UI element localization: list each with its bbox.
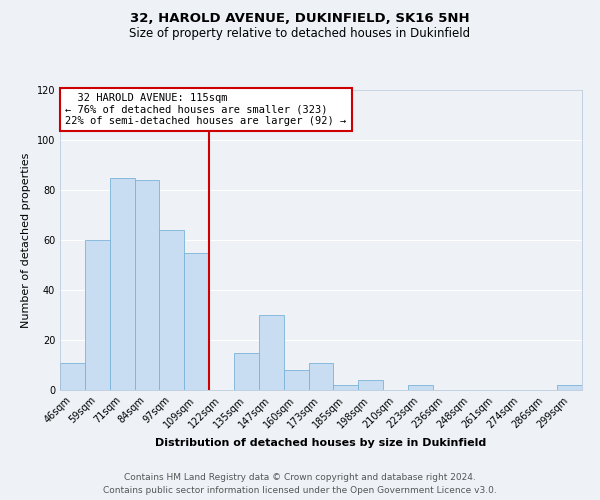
Bar — [259, 315, 284, 390]
Text: Contains HM Land Registry data © Crown copyright and database right 2024.: Contains HM Land Registry data © Crown c… — [124, 474, 476, 482]
Bar — [110, 178, 134, 390]
Text: 32 HAROLD AVENUE: 115sqm
← 76% of detached houses are smaller (323)
22% of semi-: 32 HAROLD AVENUE: 115sqm ← 76% of detach… — [65, 93, 346, 126]
Bar — [557, 385, 582, 390]
Bar — [308, 362, 334, 390]
Y-axis label: Number of detached properties: Number of detached properties — [21, 152, 31, 328]
Bar — [234, 352, 259, 390]
Text: Contains public sector information licensed under the Open Government Licence v3: Contains public sector information licen… — [103, 486, 497, 495]
Bar — [358, 380, 383, 390]
Bar — [408, 385, 433, 390]
Bar — [134, 180, 160, 390]
X-axis label: Distribution of detached houses by size in Dukinfield: Distribution of detached houses by size … — [155, 438, 487, 448]
Bar — [60, 362, 85, 390]
Text: Size of property relative to detached houses in Dukinfield: Size of property relative to detached ho… — [130, 28, 470, 40]
Bar — [160, 230, 184, 390]
Bar — [184, 252, 209, 390]
Bar — [284, 370, 308, 390]
Bar — [334, 385, 358, 390]
Text: 32, HAROLD AVENUE, DUKINFIELD, SK16 5NH: 32, HAROLD AVENUE, DUKINFIELD, SK16 5NH — [130, 12, 470, 26]
Bar — [85, 240, 110, 390]
